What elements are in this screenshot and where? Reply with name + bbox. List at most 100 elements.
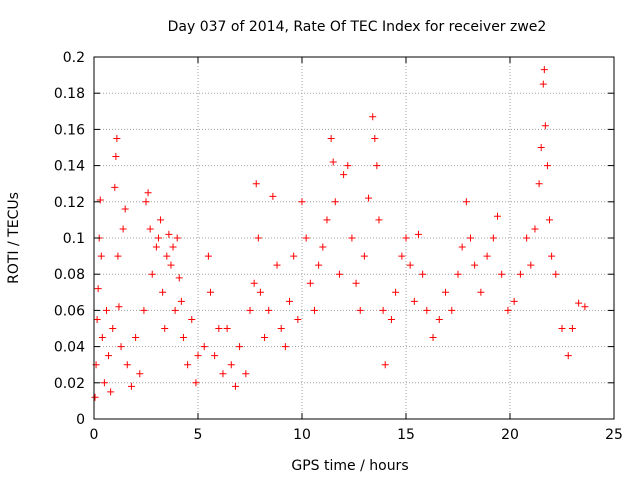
data-point [184,361,192,369]
data-point [171,306,179,314]
data-point [302,234,310,242]
data-point [498,270,506,278]
data-point [93,315,101,323]
data-point [379,306,387,314]
data-point [179,334,187,342]
data-point [127,382,135,390]
data-point [115,303,123,311]
data-point [471,261,479,269]
data-point [97,252,105,260]
data-point [387,315,395,323]
data-point [344,162,352,170]
data-point [113,134,121,142]
data-point [410,297,418,305]
data-point [256,288,264,296]
y-tick-label: 0.02 [54,376,85,392]
data-point [510,297,518,305]
data-point [277,325,285,332]
data-point [91,393,99,401]
data-point [454,270,462,278]
data-point [114,252,122,260]
data-point [290,252,298,260]
data-point [144,189,152,197]
data-point [107,388,115,396]
data-point [231,382,239,390]
data-point [365,194,373,202]
data-point [516,270,524,278]
data-point [246,306,254,314]
y-tick-label: 0.1 [63,231,85,247]
data-point [414,230,422,238]
data-point [537,144,545,151]
data-points [91,66,589,401]
data-point [165,230,173,238]
data-point [548,252,556,260]
data-point [319,243,327,251]
x-tick-label: 20 [501,427,519,443]
data-point [281,343,289,351]
data-point [335,270,343,278]
data-point [223,325,231,332]
x-tick-label: 15 [397,427,415,443]
data-point [331,198,339,206]
data-point [142,198,150,206]
data-point [121,205,129,213]
data-point [102,306,110,314]
data-point [392,288,400,296]
data-point [273,261,281,269]
data-point [175,274,183,282]
x-tick-label: 10 [293,427,311,443]
data-point [242,370,250,378]
data-point [429,334,437,342]
data-point [94,285,102,293]
chart-title: Day 037 of 2014, Rate Of TEC Index for r… [168,19,547,35]
data-point [373,162,381,170]
data-point [369,113,377,121]
data-point [140,306,148,314]
data-point [117,343,125,351]
data-point [477,288,485,296]
data-point [329,158,337,166]
data-point [167,261,175,269]
data-point [157,216,165,224]
data-point [375,216,383,224]
data-point [200,343,208,351]
data-point [294,315,302,323]
data-point [298,198,306,206]
axis-ticks: 0 5 10 15 20 25 0 0.02 0.04 0.06 0.08 0.1 0.12 0.14 0.… [54,50,623,443]
y-axis-label: ROTI / TECUs [6,192,22,284]
x-tick-label: 25 [605,427,623,443]
data-point [265,306,273,314]
data-point [352,279,360,287]
y-tick-label: 0.04 [54,340,85,356]
data-point [206,288,214,296]
data-point [119,225,127,233]
data-point [371,134,379,142]
data-point [489,234,497,242]
data-point [523,234,531,242]
data-point [96,196,104,204]
data-point [581,303,589,311]
data-point [315,261,323,269]
data-point [575,299,583,307]
data-point [173,234,181,242]
data-point [442,288,450,296]
data-point [483,252,491,260]
data-point [100,379,108,387]
data-point [112,153,120,161]
data-point [543,162,551,170]
data-point [306,279,314,287]
data-point [540,66,548,74]
data-point [236,343,244,351]
data-point [252,180,260,188]
data-point [219,370,227,378]
data-point [435,315,443,323]
data-point [406,261,414,269]
data-point [204,252,212,260]
data-point [323,216,331,224]
data-point [531,225,539,233]
data-point [192,379,200,387]
data-point [558,325,566,332]
data-point [136,370,144,378]
y-tick-label: 0 [76,412,85,428]
